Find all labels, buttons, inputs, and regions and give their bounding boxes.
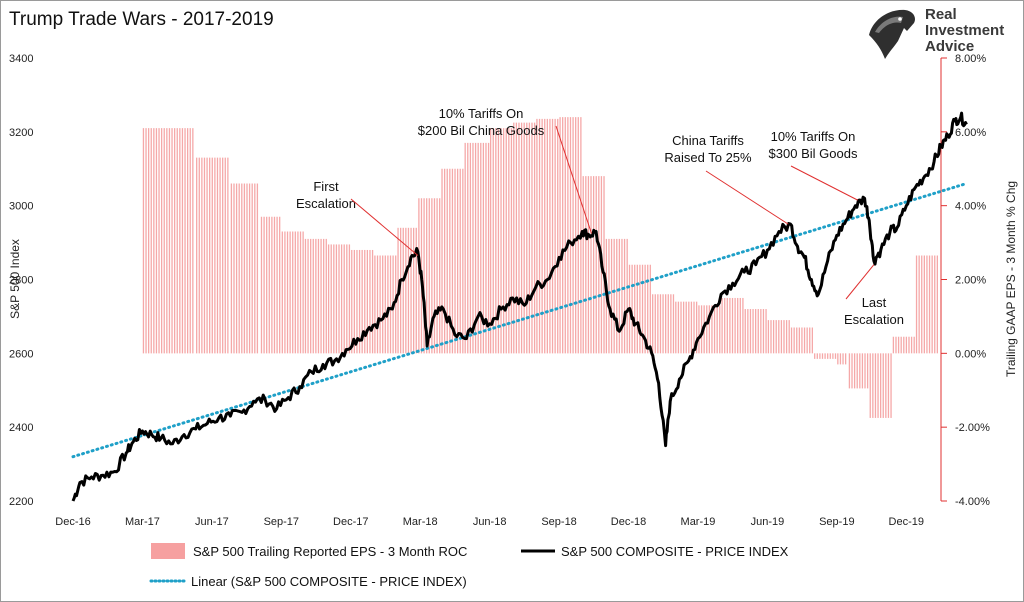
- right-tick-label: 4.00%: [955, 201, 986, 213]
- eps-bar-29: [848, 353, 869, 389]
- right-tick-label: 6.00%: [955, 127, 986, 139]
- annotation-leader-line: [350, 198, 419, 256]
- left-tick-label: 2400: [9, 422, 33, 434]
- x-tick-label: Mar-18: [403, 516, 438, 528]
- right-axis-ticks: -4.00% -2.00% 0.00% 2.00% 4.00% 6.00% 8.00%: [941, 53, 990, 508]
- eagle-head-logo: [869, 9, 915, 59]
- logo-line-3: Advice: [925, 38, 974, 55]
- annotation-text-line: 10% Tariffs On: [439, 106, 524, 121]
- left-tick-label: 2200: [9, 496, 33, 508]
- annotation-3: 10% Tariffs On $300 Bil Goods: [769, 129, 858, 201]
- eps-bar-15: [536, 118, 559, 354]
- left-tick-label: 2600: [9, 348, 33, 360]
- left-axis-ticks: 2200 2400 2600 2800 3000 3200 3400: [9, 53, 33, 508]
- logo: Real Investment Advice: [869, 6, 1004, 59]
- x-tick-label: Jun-19: [751, 516, 785, 528]
- legend: S&P 500 Trailing Reported EPS - 3 Month …: [149, 543, 789, 589]
- eps-bar-6: [327, 244, 351, 354]
- eps-bar-25: [767, 320, 790, 354]
- legend-eps-swatch: [151, 543, 185, 559]
- eps-bars: [142, 117, 938, 418]
- x-tick-label: Jun-17: [195, 516, 229, 528]
- annotation-text-line: Escalation: [296, 196, 356, 211]
- left-axis-label: S&P 500 Index: [8, 239, 22, 319]
- eps-bar-18: [605, 238, 628, 354]
- annotation-leader-line: [845, 264, 875, 300]
- annotation-text-line: Raised To 25%: [664, 150, 752, 165]
- eps-bar-3: [260, 216, 281, 354]
- x-tick-label: Dec-17: [333, 516, 368, 528]
- left-tick-label: 3200: [9, 127, 33, 139]
- x-tick-label: Mar-17: [125, 516, 160, 528]
- eps-bar-26: [790, 327, 813, 354]
- eps-bar-7: [351, 249, 374, 354]
- logo-line-2: Investment: [925, 22, 1004, 39]
- eps-bar-2: [230, 183, 259, 354]
- eps-bar-8: [374, 255, 397, 354]
- eps-bar-24: [744, 309, 767, 354]
- eps-bar-21: [675, 301, 698, 354]
- eps-bar-17: [582, 176, 605, 354]
- legend-linear-label: Linear (S&P 500 COMPOSITE - PRICE INDEX): [191, 574, 467, 589]
- annotation-text-line: $300 Bil Goods: [769, 146, 858, 161]
- x-tick-label: Mar-19: [681, 516, 716, 528]
- eps-bar-31: [892, 336, 915, 354]
- chart-title: Trump Trade Wars - 2017-2019: [9, 9, 274, 30]
- eps-bar-19: [628, 264, 651, 354]
- eps-bar-4: [281, 231, 304, 354]
- annotation-leader-line: [555, 125, 592, 234]
- logo-line-1: Real: [925, 6, 957, 23]
- left-tick-label: 2800: [9, 275, 33, 287]
- annotation-leader-line: [790, 165, 858, 201]
- x-tick-label: Dec-18: [611, 516, 646, 528]
- annotations: First Escalation 10% Tariffs On $200 Bil Ch…: [296, 106, 904, 327]
- eps-bar-5: [304, 238, 327, 354]
- annotation-text-line: China Tariffs: [672, 133, 744, 148]
- annotation-text-line: First: [313, 179, 339, 194]
- left-tick-label: 3000: [9, 201, 33, 213]
- right-tick-label: 8.00%: [955, 53, 986, 65]
- annotation-text-line: 10% Tariffs On: [771, 129, 856, 144]
- eps-bar-27: [814, 353, 837, 359]
- annotation-4: Last Escalation: [844, 264, 904, 327]
- eps-bar-14: [513, 122, 536, 354]
- eps-bar-23: [721, 297, 744, 354]
- eps-bar-32: [915, 255, 938, 354]
- legend-price-label: S&P 500 COMPOSITE - PRICE INDEX: [561, 544, 789, 559]
- x-tick-label: Sep-17: [264, 516, 299, 528]
- annotation-1: 10% Tariffs On $200 Bil China Goods: [418, 106, 592, 234]
- trend-line: [71, 182, 968, 459]
- annotation-text-line: Last: [862, 295, 887, 310]
- annotation-2: China Tariffs Raised To 25%: [664, 133, 789, 225]
- right-tick-label: 2.00%: [955, 275, 986, 287]
- x-tick-label: Sep-18: [541, 516, 576, 528]
- annotation-0: First Escalation: [296, 179, 419, 256]
- x-axis-ticks: Dec-16 Mar-17 Jun-17 Sep-17 Dec-17 Mar-18 Jun-…: [55, 516, 924, 528]
- x-tick-label: Jun-18: [473, 516, 507, 528]
- annotation-leader-line: [705, 170, 789, 225]
- eps-bar-28: [837, 353, 847, 365]
- right-tick-label: -2.00%: [955, 422, 990, 434]
- eps-bar-1: [196, 157, 229, 354]
- right-axis-label: Trailing GAAP EPS - 3 Month % Chg: [1004, 181, 1018, 377]
- legend-eps-label: S&P 500 Trailing Reported EPS - 3 Month …: [193, 544, 467, 559]
- right-tick-label: -4.00%: [955, 496, 990, 508]
- annotation-text-line: Escalation: [844, 312, 904, 327]
- eps-bar-0: [142, 128, 194, 354]
- eps-bar-11: [441, 168, 464, 354]
- left-tick-label: 3400: [9, 53, 33, 65]
- x-tick-label: Dec-16: [55, 516, 90, 528]
- sp500-price-line: [71, 111, 968, 502]
- right-tick-label: 0.00%: [955, 348, 986, 360]
- annotation-text-line: $200 Bil China Goods: [418, 123, 545, 138]
- eps-bar-30: [869, 353, 892, 418]
- x-tick-label: Sep-19: [819, 516, 854, 528]
- x-tick-label: Dec-19: [889, 516, 924, 528]
- eps-bar-20: [652, 294, 675, 354]
